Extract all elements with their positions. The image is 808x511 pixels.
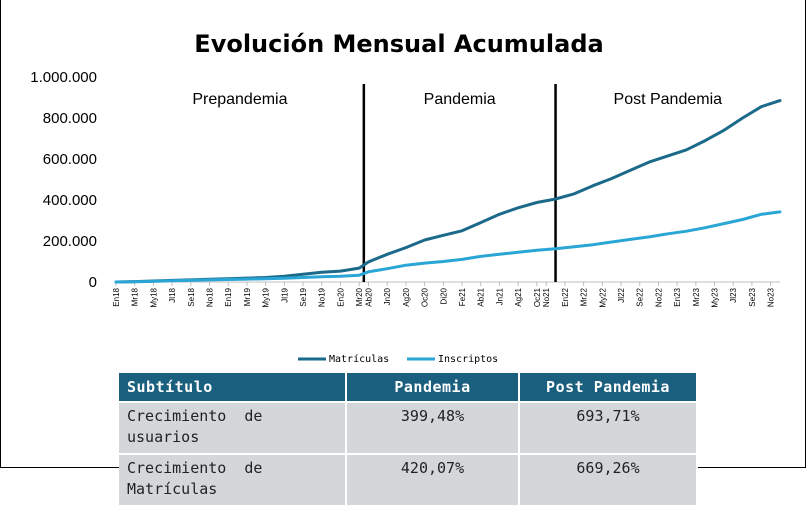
row-post-value: 669,26% <box>519 453 698 505</box>
phase-annotations: Prepandemia Pandemia Post Pandemia <box>192 84 722 282</box>
phase-label: Post Pandemia <box>614 91 723 108</box>
x-tick-label: Ab20 <box>365 287 374 306</box>
x-tick-label: Jn20 <box>383 287 392 305</box>
table-header-row: Subtítulo Pandemia Post Pandemia <box>119 373 698 402</box>
y-tick-label: 600.000 <box>43 151 97 168</box>
x-tick-label: Ab21 <box>477 287 486 306</box>
row-label: Crecimiento de usuarios <box>119 401 347 454</box>
x-tick-label: Di20 <box>439 287 448 304</box>
x-tick-label: Mr22 <box>580 287 589 306</box>
legend: Matrículas Inscriptos <box>298 353 498 365</box>
x-tick-label: Ag20 <box>402 287 411 306</box>
x-tick-label: Se23 <box>748 287 757 306</box>
x-tick-label: Jl18 <box>168 287 177 302</box>
y-tick-label: 800.000 <box>43 110 97 127</box>
x-tick-label: En19 <box>224 287 233 306</box>
x-tick-label: Mr23 <box>692 287 701 306</box>
x-tick-label: Jl19 <box>280 287 289 302</box>
x-tick-label: Mr19 <box>243 287 252 306</box>
row-label: Crecimiento de Matrículas <box>119 453 347 505</box>
header-pandemia: Pandemia <box>346 373 520 402</box>
table-row: Crecimiento de usuarios 399,48% 693,71% <box>119 401 698 454</box>
series-line <box>114 210 782 284</box>
x-tick-label: No22 <box>654 287 663 307</box>
x-tick-label: My22 <box>598 287 607 307</box>
x-tick-label: En18 <box>112 287 121 306</box>
row-pandemia-value: 420,07% <box>346 453 520 505</box>
x-tick-label: Mr18 <box>131 287 140 306</box>
x-tick-label: Jl23 <box>729 287 738 302</box>
phase-label: Pandemia <box>424 91 496 108</box>
legend-label: Matrículas <box>329 353 389 365</box>
x-tick-label: En20 <box>336 287 345 306</box>
x-tick-label: Jl22 <box>617 287 626 302</box>
table-row: Crecimiento de Matrículas 420,07% 669,26% <box>119 453 698 505</box>
row-label-line2: usuarios <box>127 428 200 446</box>
x-tick-label: Se19 <box>299 287 308 306</box>
x-tick-label: Se18 <box>187 287 196 306</box>
x-tick-label: My23 <box>711 287 720 307</box>
x-tick-label: En22 <box>561 287 570 306</box>
x-tick-label: Mr20 <box>355 287 364 306</box>
x-tick-label: My18 <box>149 287 158 307</box>
x-tick-label: Oc20 <box>421 287 430 307</box>
x-tick-label: En23 <box>673 287 682 306</box>
x-tick-label: Jn21 <box>495 287 504 305</box>
x-tick-label: Oc21 <box>533 287 542 307</box>
x-tick-label: Se22 <box>636 287 645 306</box>
y-tick-label: 400.000 <box>43 192 97 209</box>
phase-label: Prepandemia <box>192 91 287 108</box>
x-axis: En18 Mr18 My18 Jl18 Se18 No18 En19 Mr19 My19 Jl19… <box>112 281 780 308</box>
row-label-line1: Crecimiento de <box>127 407 263 425</box>
summary-table: Subtítulo Pandemia Post Pandemia Crecimi… <box>119 373 698 505</box>
row-post-value: 693,71% <box>519 401 698 454</box>
series-lines <box>114 99 782 284</box>
x-tick-label: Ag21 <box>514 287 523 306</box>
series-line <box>114 99 782 284</box>
y-tick-label: 0 <box>89 274 97 291</box>
x-tick-label: No18 <box>206 287 215 307</box>
row-label-line2: Matrículas <box>127 480 218 498</box>
x-tick-label: No19 <box>318 287 327 307</box>
y-tick-label: 1.000.000 <box>30 69 97 86</box>
header-post-pandemia: Post Pandemia <box>519 373 698 402</box>
y-axis: 0 200.000 400.000 600.000 800.000 1.000.000 <box>30 69 97 291</box>
y-tick-label: 200.000 <box>43 233 97 250</box>
legend-label: Inscriptos <box>438 354 498 365</box>
row-label-line1: Crecimiento de <box>127 459 263 477</box>
x-tick-label: No21 <box>542 287 551 307</box>
row-pandemia-value: 399,48% <box>346 401 520 454</box>
x-tick-label: My19 <box>262 287 271 307</box>
chart-title: Evolución Mensual Acumulada <box>194 30 603 58</box>
x-tick-label: No23 <box>767 287 776 307</box>
x-tick-label: Fe21 <box>458 287 467 306</box>
header-subtitulo: Subtítulo <box>119 373 347 402</box>
